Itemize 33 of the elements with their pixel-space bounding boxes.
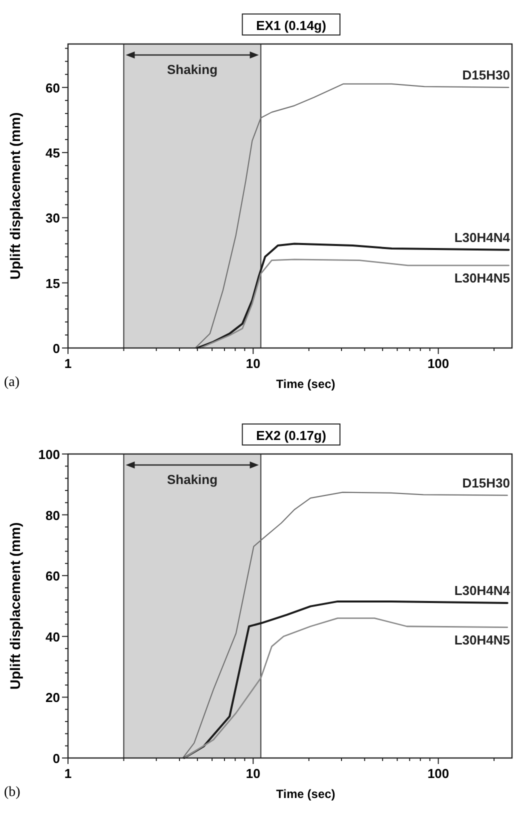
y-tick-label: 80 [46,508,60,523]
text: (a) [4,375,20,390]
series-label: L30H4N4 [454,230,511,245]
series-label: L30H4N5 [454,632,510,648]
y-axis-title: Uplift displacement (mm) [7,112,23,280]
band-label: Shaking [166,472,218,487]
y-tick-label: 60 [46,80,60,96]
y-tick-label: 60 [46,568,60,584]
x-tick-label: 10 [246,766,260,781]
x-tick-label: 10 [246,356,260,371]
chart-title: EX1 (0.14g) [256,18,326,33]
band-label: Shaking [166,62,218,77]
series-label: L30H4N4 [454,582,511,598]
y-tick-label: 30 [46,210,60,226]
y-axis-title: Uplift displacement (mm) [7,522,23,690]
text: (b) [4,785,21,800]
y-tick-label: 100 [38,447,60,462]
x-tick-label: 1 [64,356,72,371]
y-tick-label: 15 [46,276,60,291]
x-tick-label: 100 [427,766,450,781]
x-axis-title: Time (sec) [276,377,336,391]
x-tick-label: 1 [64,766,72,781]
y-tick-label: 40 [46,629,60,644]
series-label: L30H4N5 [454,270,510,286]
y-tick-label: 0 [52,751,60,766]
y-tick-label: 0 [52,341,60,356]
y-tick-label: 45 [46,146,60,161]
x-tick-label: 100 [427,356,450,371]
chart-title: EX2 (0.17g) [256,428,326,443]
series-label: D15H30 [462,67,510,82]
y-tick-label: 20 [46,690,60,706]
series-label: D15H30 [462,475,510,490]
x-axis-title: Time (sec) [276,787,336,801]
